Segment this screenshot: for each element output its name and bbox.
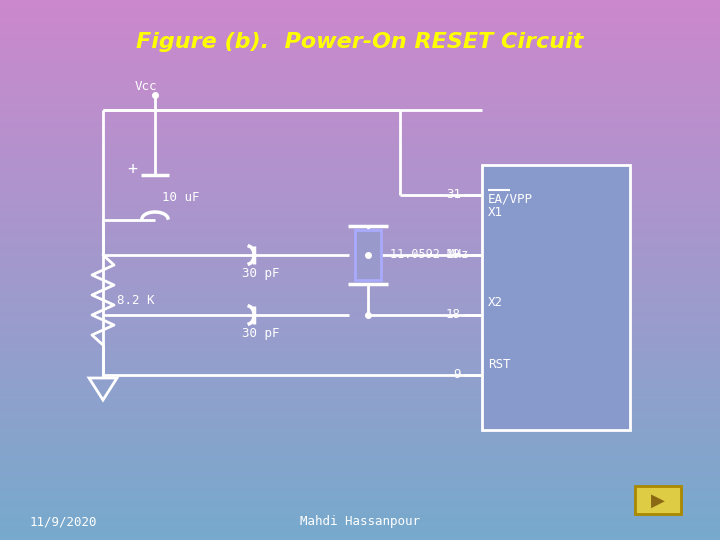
Text: EA/VPP: EA/VPP [488, 192, 533, 206]
Bar [355, 230, 381, 280]
Text: 30 pF: 30 pF [242, 267, 279, 280]
Bar [482, 165, 630, 430]
Text: 8.2 K: 8.2 K [117, 294, 155, 307]
Text: Vcc: Vcc [135, 80, 158, 93]
Bar [482, 165, 630, 430]
Text: 10 uF: 10 uF [162, 191, 199, 204]
Text: X2: X2 [488, 296, 503, 309]
Text: 30 pF: 30 pF [242, 327, 279, 340]
Text: Figure (b).  Power-On RESET Circuit: Figure (b). Power-On RESET Circuit [136, 32, 584, 52]
Text: ▶: ▶ [651, 492, 665, 510]
Text: Mahdi Hassanpour: Mahdi Hassanpour [300, 516, 420, 529]
Text: 11/9/2020: 11/9/2020 [30, 516, 97, 529]
Text: +: + [127, 160, 137, 178]
Text: 18: 18 [446, 308, 461, 321]
Bar [635, 486, 681, 514]
Text: 19: 19 [446, 248, 461, 261]
Text: RST: RST [488, 359, 510, 372]
Text: 9: 9 [454, 368, 461, 381]
Text: 11.0592 MHz: 11.0592 MHz [390, 248, 469, 261]
Text: X1: X1 [488, 206, 503, 219]
Text: 31: 31 [446, 188, 461, 201]
